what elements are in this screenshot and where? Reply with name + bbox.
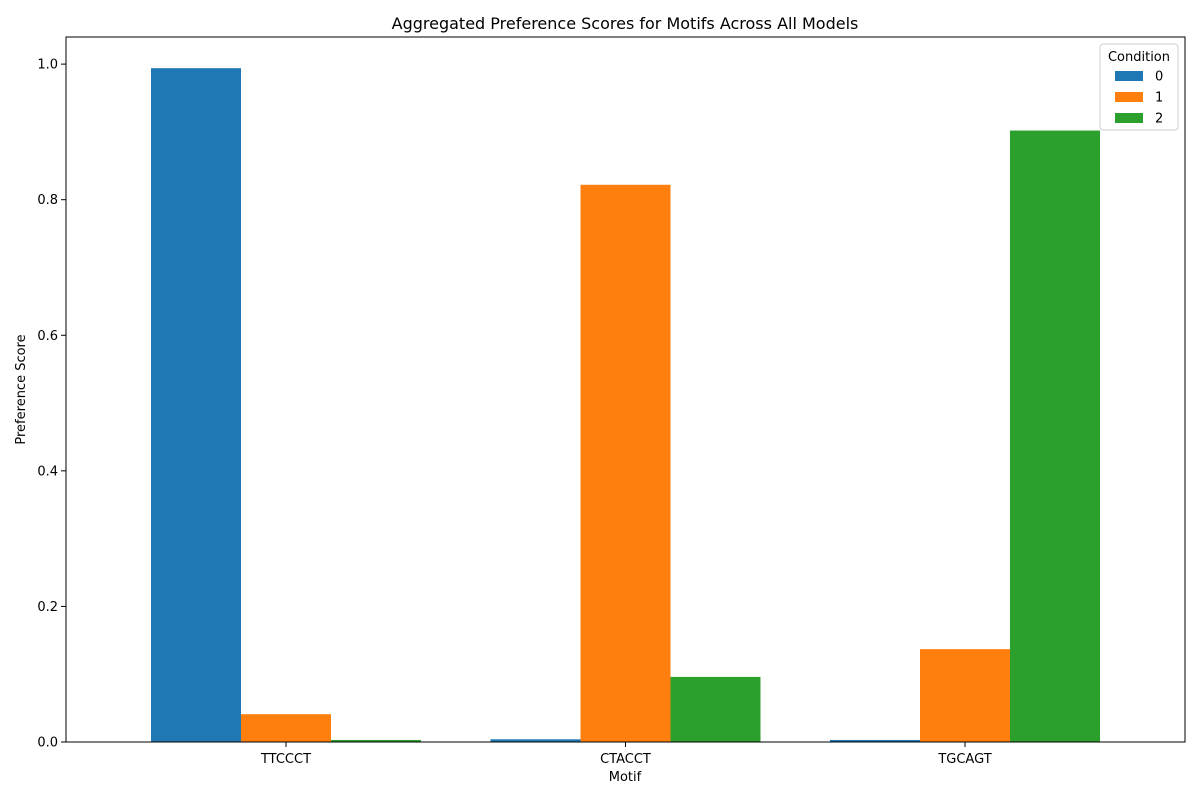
y-tick-label: 0.6 [37,329,58,344]
legend: Condition 0 1 2 [1099,43,1179,131]
x-tick-label: TGCAGT [937,752,991,767]
y-tick-label: 0.0 [37,736,58,751]
bar-series-1-tgcagt [920,649,1010,742]
y-tick-label: 1.0 [37,58,58,73]
legend-items: 0 1 2 [1115,70,1163,127]
bar-series-0-ttccct [151,68,241,743]
bar-series-1-ctacct [580,184,671,743]
y-tick-label: 0.2 [37,600,58,615]
bar-series-2-ctacct [670,676,761,742]
x-tick-label: CTACCT [600,752,651,767]
x-axis: TTCCCT CTACCT TGCAGT [260,742,992,767]
bar-series-2-tgcagt [1010,130,1100,742]
y-tick-label: 0.4 [37,464,58,479]
y-axis-title: Preference Score [14,334,29,444]
legend-label-2: 2 [1155,112,1163,127]
legend-swatch-0 [1115,71,1143,81]
chart-title: Aggregated Preference Scores for Motifs … [392,14,859,33]
x-tick-label: TTCCCT [260,752,311,767]
bar-series-0-ctacct [490,739,581,742]
bar-series-2-ttccct [331,739,421,742]
legend-frame [1099,43,1179,131]
y-tick-label: 0.8 [37,193,58,208]
plot-frame [65,36,1186,743]
x-axis-title: Motif [609,770,642,785]
bar-series-1-ttccct [241,714,331,742]
bars-group [151,68,1100,743]
legend-label-0: 0 [1155,70,1163,85]
legend-swatch-2 [1115,113,1143,123]
legend-label-1: 1 [1155,91,1163,106]
legend-title: Condition [1108,50,1170,65]
legend-swatch-1 [1115,92,1143,102]
bar-series-0-tgcagt [830,739,920,742]
y-axis: 0.0 0.2 0.4 0.6 0.8 1.0 [37,58,66,751]
